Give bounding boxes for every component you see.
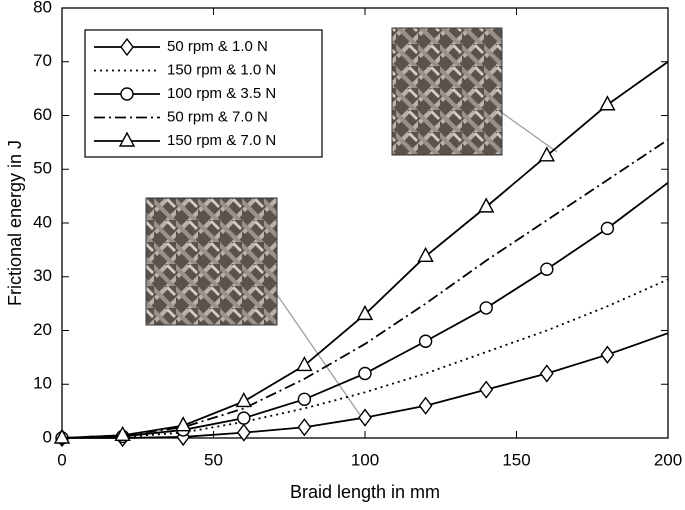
marker <box>236 423 251 442</box>
x-tick-label: 200 <box>654 450 682 469</box>
x-tick-label: 150 <box>502 450 530 469</box>
marker <box>297 392 312 406</box>
marker <box>600 221 615 236</box>
series-line <box>61 278 669 439</box>
inset-image <box>391 27 503 156</box>
marker <box>418 334 433 348</box>
marker <box>600 345 615 364</box>
x-axis-label: Braid length in mm <box>290 482 440 502</box>
legend: 50 rpm & 1.0 N 150 rpm & 1.0 N 100 rpm & 3… <box>84 29 323 158</box>
y-tick-label: 60 <box>33 105 52 124</box>
marker <box>539 364 554 383</box>
x-tick-label: 100 <box>351 450 379 469</box>
marker <box>417 246 434 263</box>
marker <box>599 95 616 111</box>
legend-label: 100 rpm & 3.5 N <box>167 85 276 102</box>
legend-label: 50 rpm & 7.0 N <box>167 108 268 125</box>
marker <box>418 396 433 415</box>
marker <box>358 408 372 427</box>
x-tick-label: 0 <box>57 450 66 469</box>
series-line <box>61 138 669 439</box>
marker <box>237 411 251 425</box>
marker <box>235 391 252 408</box>
legend-label: 150 rpm & 7.0 N <box>167 132 276 149</box>
legend-label: 150 rpm & 1.0 N <box>167 61 276 78</box>
y-tick-label: 50 <box>33 159 52 178</box>
legend-marker <box>120 37 134 57</box>
legend-label: 50 rpm & 1.0 N <box>167 38 268 55</box>
marker <box>297 418 312 437</box>
marker <box>296 355 313 372</box>
y-tick-label: 30 <box>33 266 52 285</box>
y-tick-label: 20 <box>33 320 52 339</box>
insets <box>145 27 558 416</box>
y-tick-label: 70 <box>33 51 52 70</box>
marker <box>540 262 554 276</box>
marker <box>114 425 131 442</box>
x-tick-label: 50 <box>204 450 223 469</box>
marker <box>175 416 192 432</box>
y-axis-label: Frictional energy in J <box>5 140 25 306</box>
marker <box>358 366 372 381</box>
plot-frame <box>61 7 669 439</box>
marker <box>479 380 494 399</box>
legend-marker <box>120 87 134 101</box>
y-tick-label: 40 <box>33 212 52 231</box>
marker <box>356 304 374 321</box>
marker <box>478 197 495 213</box>
marker <box>53 428 71 444</box>
marker <box>479 301 493 315</box>
y-tick-label: 0 <box>43 427 52 446</box>
y-tick-label: 10 <box>33 374 52 393</box>
marker <box>538 146 555 162</box>
legend-marker <box>118 131 136 147</box>
y-tick-label: 80 <box>33 0 52 16</box>
inset-image <box>145 197 278 326</box>
